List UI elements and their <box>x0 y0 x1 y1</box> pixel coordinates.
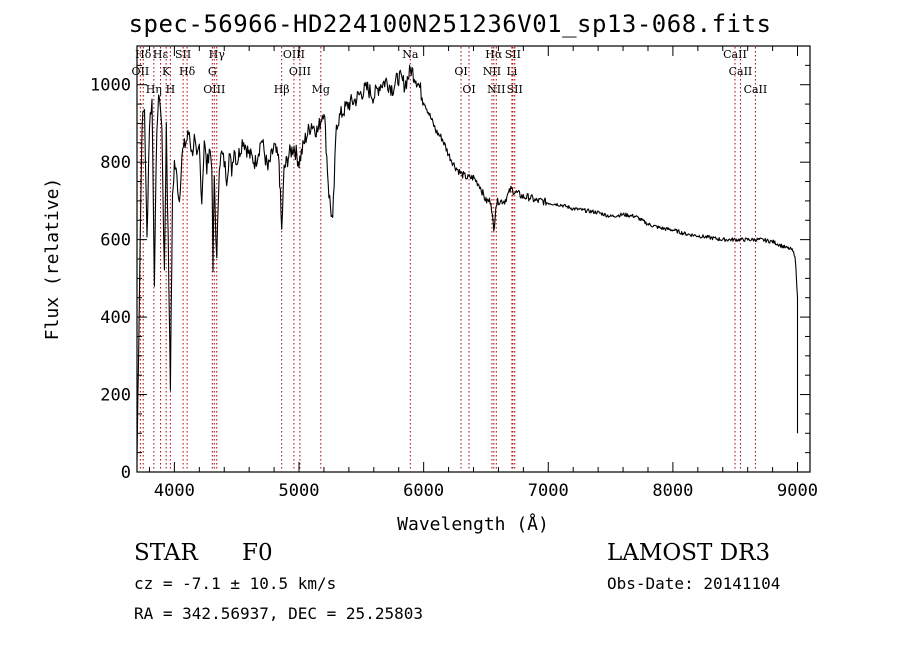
spectral-line-label: Mg <box>312 83 330 96</box>
spectral-line-label: NII <box>483 65 501 78</box>
spectral-line-label: NII <box>487 83 505 96</box>
spectral-line-label: Hγ <box>209 48 226 61</box>
y-tick-label: 200 <box>100 386 131 406</box>
series-layer <box>136 64 799 461</box>
spectral-line-label: OIII <box>289 65 311 78</box>
obs-date-label: Obs-Date: 20141104 <box>607 574 781 593</box>
y-axis-label: Flux (relative) <box>42 178 63 341</box>
spectral-line-label: SII <box>175 48 191 61</box>
object-class: STAR <box>134 540 198 566</box>
spectral-line-label: Hα <box>485 48 503 61</box>
spectral-line-label: SII <box>507 83 523 96</box>
spectral-line-label: OIII <box>283 48 305 61</box>
spectral-line-label: Hη <box>146 83 162 96</box>
spectral-line-label: Na <box>402 48 419 61</box>
spectral-line-label: Hδ <box>179 65 196 78</box>
spectral-line-label: SII <box>505 48 521 61</box>
spectral-lines-layer <box>139 47 756 471</box>
spectral-line-label: Hε <box>153 48 169 61</box>
y-tick-label: 400 <box>100 308 131 328</box>
spectral-line-label: CaII <box>744 83 768 96</box>
spectral-line-label: OIII <box>203 83 225 96</box>
spectral-line-label: Li <box>506 65 517 78</box>
object-subclass: F0 <box>242 540 273 566</box>
spectral-line-label: OII <box>132 65 150 78</box>
spectral-line-label: OI <box>454 65 467 78</box>
spectral-line-labels-layer: HδOIIHηHεKHSIIHδOIIIHγGHβOIIIOIIIMgNaOIO… <box>132 48 768 96</box>
spectral-line-label: K <box>162 65 171 78</box>
spectral-line-label: CaII <box>723 48 747 61</box>
coords-label: RA = 342.56937, DEC = 25.25803 <box>134 604 423 623</box>
survey-label: LAMOST DR3 <box>607 540 771 566</box>
y-tick-label: 800 <box>100 153 131 173</box>
plot-frame <box>136 45 811 473</box>
x-tick-label: 8000 <box>652 481 693 501</box>
x-tick-label: 4000 <box>154 481 195 501</box>
spectral-line-label: Hδ <box>135 48 152 61</box>
x-tick-label: 7000 <box>528 481 569 501</box>
x-tick-label: 9000 <box>777 481 818 501</box>
spectral-line-label: CaII <box>729 65 753 78</box>
y-tick-label: 0 <box>121 463 131 483</box>
x-tick-label: 5000 <box>279 481 320 501</box>
x-axis-label: Wavelength (Å) <box>397 513 549 535</box>
chart-title: spec-56966-HD224100N251236V01_sp13-068.f… <box>128 10 772 38</box>
series-spectrum <box>136 64 799 461</box>
spectral-line-label: G <box>208 65 217 78</box>
redshift-label: cz = -7.1 ± 10.5 km/s <box>134 574 337 593</box>
spectral-line-label: H <box>166 83 176 96</box>
spectral-line-label: Hβ <box>274 83 290 96</box>
spectral-line-label: OI <box>462 83 475 96</box>
ticks-layer: 4000 5000 6000 7000 8000 9000 0 200 400 600 800 100… <box>90 46 818 501</box>
y-tick-label: 600 <box>100 231 131 251</box>
x-tick-label: 6000 <box>403 481 444 501</box>
y-tick-label: 1000 <box>90 76 131 96</box>
